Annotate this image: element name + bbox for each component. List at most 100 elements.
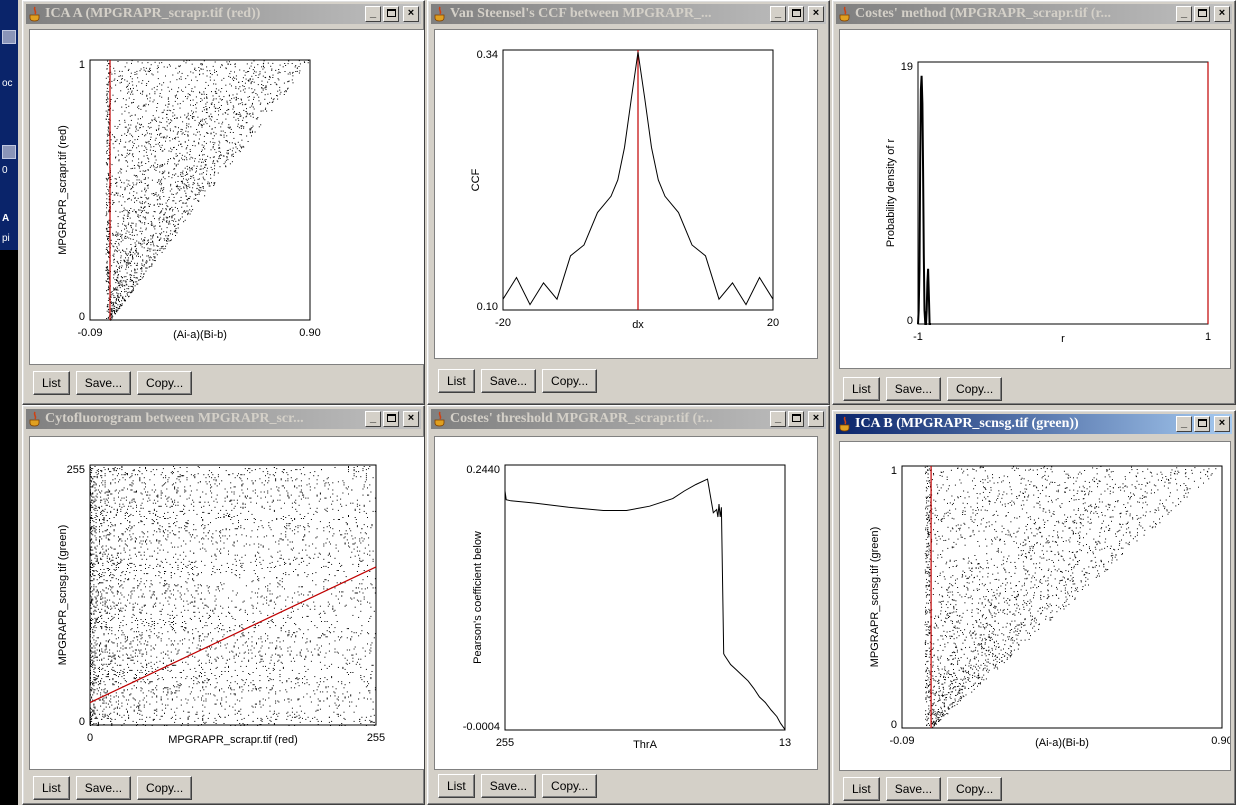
data-point <box>163 82 165 84</box>
data-point <box>163 214 165 216</box>
save-button[interactable]: Save... <box>885 377 942 401</box>
data-point <box>280 627 282 629</box>
data-point <box>153 591 155 593</box>
data-point <box>240 146 242 148</box>
data-point <box>106 243 108 245</box>
data-point <box>109 569 111 570</box>
minimize-icon[interactable]: _ <box>365 411 381 427</box>
close-icon[interactable]: × <box>403 6 419 22</box>
data-point <box>316 536 318 538</box>
data-point <box>125 225 127 227</box>
data-point <box>120 510 122 512</box>
maximize-icon[interactable] <box>383 411 399 427</box>
minimize-icon[interactable]: _ <box>770 6 786 22</box>
data-point <box>93 645 95 647</box>
data-point <box>291 502 293 504</box>
data-point <box>229 148 231 150</box>
data-point <box>166 237 168 239</box>
data-point <box>261 84 263 85</box>
data-point <box>156 701 158 703</box>
data-point <box>139 127 141 128</box>
data-point <box>198 192 200 194</box>
data-point <box>164 483 165 485</box>
minimize-icon[interactable]: _ <box>365 6 381 22</box>
data-point <box>248 99 250 101</box>
close-icon[interactable]: × <box>808 6 824 22</box>
data-point <box>175 482 177 484</box>
data-point <box>192 561 194 563</box>
title-bar[interactable]: Van Steensel's CCF between MPGRAPR_... _ × <box>431 4 826 24</box>
copy-button[interactable]: Copy... <box>947 377 1003 401</box>
data-point <box>145 725 146 726</box>
data-point <box>129 262 131 264</box>
data-point <box>177 97 178 99</box>
save-button[interactable]: Save... <box>75 371 132 395</box>
data-point <box>90 539 91 541</box>
data-point <box>215 589 217 591</box>
data-point <box>133 704 135 706</box>
copy-button[interactable]: Copy... <box>542 369 598 393</box>
data-point <box>205 159 207 160</box>
data-point <box>156 130 157 131</box>
desktop-shortcut-icon[interactable] <box>2 145 16 159</box>
data-point <box>153 245 155 247</box>
data-point <box>289 541 291 543</box>
data-point <box>369 550 371 552</box>
data-point <box>178 479 180 481</box>
data-point <box>309 472 311 474</box>
data-point <box>127 161 128 163</box>
desktop-shortcut-icon[interactable] <box>2 30 16 44</box>
list-button[interactable]: List <box>843 377 880 401</box>
data-point <box>114 250 116 252</box>
data-point <box>112 109 114 111</box>
data-point <box>171 216 173 218</box>
data-point <box>188 139 190 141</box>
data-point <box>324 621 326 622</box>
maximize-icon[interactable] <box>383 6 399 22</box>
data-point <box>125 605 127 607</box>
data-point <box>93 588 95 590</box>
data-point <box>239 113 241 115</box>
title-bar[interactable]: Costes' method (MPGRAPR_scrapr.tif (r...… <box>836 4 1232 24</box>
data-point <box>139 641 141 643</box>
data-point <box>249 106 251 108</box>
maximize-icon[interactable] <box>1194 6 1210 22</box>
data-point <box>287 715 289 717</box>
data-point <box>308 591 310 593</box>
data-point <box>174 630 176 632</box>
data-point <box>108 282 110 284</box>
data-point <box>245 103 247 105</box>
data-point <box>91 612 93 614</box>
data-point <box>162 604 164 606</box>
data-point <box>90 517 91 518</box>
save-button[interactable]: Save... <box>480 369 537 393</box>
data-point <box>180 561 182 563</box>
minimize-icon[interactable]: _ <box>1176 6 1192 22</box>
close-icon[interactable]: × <box>1214 6 1230 22</box>
data-point <box>259 654 261 656</box>
data-point <box>223 583 225 585</box>
data-point <box>170 693 172 695</box>
title-bar[interactable]: ICA A (MPGRAPR_scrapr.tif (red)) _ × <box>26 4 421 24</box>
data-point <box>148 104 149 106</box>
data-point <box>259 724 261 725</box>
data-point <box>106 115 108 117</box>
data-point <box>188 647 190 649</box>
data-point <box>237 125 239 127</box>
data-point <box>120 168 122 170</box>
copy-button[interactable]: Copy... <box>137 371 193 395</box>
maximize-icon[interactable] <box>788 6 804 22</box>
data-point <box>218 122 220 124</box>
title-bar[interactable]: Cytofluorogram between MPGRAPR_scr... _ × <box>26 409 421 429</box>
data-point <box>206 678 208 680</box>
list-button[interactable]: List <box>33 371 70 395</box>
data-point <box>160 132 162 134</box>
data-point <box>227 108 229 110</box>
data-point <box>114 271 116 273</box>
data-point <box>108 178 110 180</box>
data-point <box>171 149 173 151</box>
list-button[interactable]: List <box>438 369 475 393</box>
close-icon[interactable]: × <box>403 411 419 427</box>
data-point <box>215 92 217 94</box>
data-point <box>137 644 139 646</box>
